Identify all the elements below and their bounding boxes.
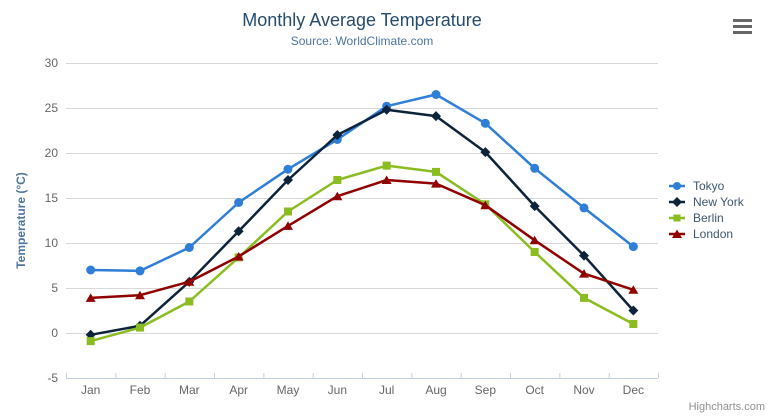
- y-axis-label: 30: [45, 56, 59, 70]
- legend-item-new-york[interactable]: New York: [668, 194, 744, 210]
- data-point-berlin[interactable]: [136, 323, 144, 332]
- chart-title: Monthly Average Temperature: [242, 10, 482, 30]
- data-point-tokyo[interactable]: [628, 242, 638, 252]
- y-axis-label: 0: [51, 326, 58, 340]
- data-point-london[interactable]: [332, 191, 343, 201]
- y-axis-label: 15: [45, 191, 59, 205]
- data-point-london[interactable]: [529, 235, 540, 245]
- x-axis-label: May: [277, 383, 300, 397]
- data-point-new-york[interactable]: [381, 104, 392, 115]
- data-point-berlin[interactable]: [284, 207, 292, 216]
- data-point-berlin[interactable]: [580, 293, 588, 302]
- legend-marker-triangle-icon: [669, 229, 685, 238]
- data-point-berlin[interactable]: [86, 337, 95, 346]
- data-point-tokyo[interactable]: [184, 243, 194, 252]
- data-point-tokyo[interactable]: [86, 265, 96, 275]
- legend-marker-circle-icon: [669, 182, 685, 190]
- series-tokyo: [86, 90, 638, 276]
- data-point-berlin[interactable]: [382, 161, 391, 170]
- legend-marker-diamond-icon: [669, 197, 685, 207]
- series-line-tokyo[interactable]: [89, 93, 635, 273]
- x-axis-label: Feb: [130, 383, 151, 397]
- legend-label: New York: [693, 195, 744, 209]
- legend: Tokyo New York Berlin London: [668, 178, 744, 242]
- data-point-berlin[interactable]: [530, 248, 539, 256]
- legend-label: London: [693, 227, 734, 241]
- legend-item-tokyo[interactable]: Tokyo: [668, 178, 744, 194]
- series-new-york: [85, 104, 639, 340]
- data-point-new-york[interactable]: [480, 147, 491, 158]
- x-axis-label: Jun: [328, 383, 347, 397]
- data-point-new-york[interactable]: [628, 305, 639, 316]
- data-point-tokyo[interactable]: [480, 118, 490, 128]
- context-menu-button[interactable]: [733, 19, 752, 35]
- data-point-tokyo[interactable]: [135, 266, 145, 276]
- x-axis-label: Jan: [81, 383, 100, 397]
- hamburger-menu-icon: [733, 19, 752, 22]
- data-point-tokyo[interactable]: [234, 198, 244, 207]
- legend-item-berlin[interactable]: Berlin: [668, 210, 744, 226]
- data-point-tokyo[interactable]: [530, 163, 540, 173]
- y-axis-label: 10: [45, 236, 59, 250]
- data-point-tokyo[interactable]: [283, 164, 293, 174]
- data-point-london[interactable]: [184, 277, 195, 286]
- x-axis-label: Apr: [229, 383, 248, 397]
- y-axis-label: 25: [45, 101, 59, 115]
- data-point-london[interactable]: [579, 269, 589, 278]
- legend-label: Tokyo: [693, 179, 725, 193]
- series-line-new-york[interactable]: [89, 108, 635, 337]
- data-point-tokyo[interactable]: [579, 203, 589, 213]
- data-point-new-york[interactable]: [431, 111, 441, 122]
- x-axis-label: Jul: [379, 383, 394, 397]
- chart-subtitle: Source: WorldClimate.com: [290, 34, 434, 48]
- legend-label: Berlin: [693, 211, 724, 225]
- data-point-new-york[interactable]: [529, 201, 540, 212]
- data-point-berlin[interactable]: [629, 320, 638, 328]
- x-axis-label: Aug: [425, 383, 446, 397]
- data-point-london[interactable]: [381, 175, 392, 185]
- data-point-berlin[interactable]: [333, 176, 342, 184]
- y-axis-label: 20: [45, 146, 59, 160]
- data-point-london[interactable]: [480, 200, 491, 210]
- hamburger-menu-icon: [733, 25, 752, 28]
- x-axis-label: Sep: [475, 383, 497, 397]
- credits-link[interactable]: Highcharts.com: [688, 401, 765, 413]
- series-line-berlin[interactable]: [89, 164, 635, 343]
- y-axis-title: Temperature (°C): [14, 172, 28, 269]
- data-point-berlin[interactable]: [185, 297, 194, 306]
- data-point-london[interactable]: [628, 285, 639, 294]
- x-axis-label: Dec: [623, 383, 644, 397]
- series-london: [85, 175, 639, 302]
- data-point-new-york[interactable]: [283, 175, 293, 185]
- data-point-london[interactable]: [85, 293, 96, 302]
- y-axis-label: 5: [51, 281, 58, 295]
- series-line-london[interactable]: [89, 178, 635, 300]
- legend-item-london[interactable]: London: [668, 226, 744, 242]
- x-axis-label: Oct: [525, 383, 544, 397]
- data-point-new-york[interactable]: [579, 250, 589, 261]
- legend-marker-square-icon: [669, 214, 685, 222]
- y-axis-label: -5: [47, 371, 58, 385]
- data-point-tokyo[interactable]: [431, 90, 441, 99]
- data-point-berlin[interactable]: [432, 167, 440, 176]
- x-axis-label: Mar: [179, 383, 200, 397]
- x-axis-label: Nov: [573, 383, 594, 397]
- data-point-london[interactable]: [233, 252, 244, 261]
- data-point-london[interactable]: [283, 221, 293, 230]
- hamburger-menu-icon: [733, 31, 752, 34]
- data-point-london[interactable]: [431, 179, 441, 188]
- data-point-new-york[interactable]: [233, 226, 244, 237]
- data-point-london[interactable]: [135, 290, 145, 300]
- data-point-new-york[interactable]: [332, 130, 343, 140]
